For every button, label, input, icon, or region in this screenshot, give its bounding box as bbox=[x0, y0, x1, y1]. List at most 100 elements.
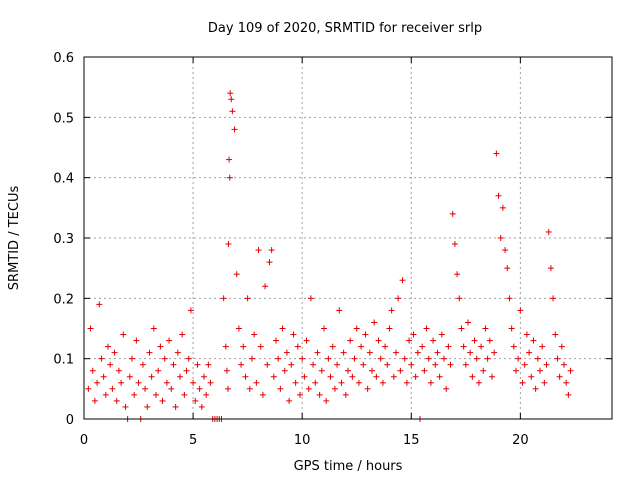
data-point bbox=[567, 367, 574, 374]
data-point bbox=[528, 373, 535, 380]
data-point bbox=[281, 367, 288, 374]
data-point bbox=[369, 367, 375, 374]
data-point bbox=[484, 355, 491, 362]
data-point bbox=[423, 325, 430, 332]
data-point bbox=[244, 295, 251, 302]
data-point bbox=[436, 373, 443, 380]
data-point bbox=[519, 379, 526, 386]
data-point bbox=[270, 373, 277, 380]
data-point bbox=[491, 349, 498, 356]
data-point bbox=[196, 385, 203, 392]
data-point bbox=[314, 349, 321, 356]
x-tick-label: 10 bbox=[294, 433, 311, 448]
data-point bbox=[342, 391, 349, 398]
data-point bbox=[550, 295, 557, 302]
y-tick-label: 0.6 bbox=[53, 51, 74, 66]
data-point bbox=[563, 379, 570, 386]
data-point bbox=[460, 343, 467, 350]
data-point bbox=[89, 367, 96, 374]
data-point bbox=[255, 247, 262, 254]
data-point bbox=[530, 337, 537, 344]
data-point bbox=[94, 379, 101, 386]
data-point bbox=[373, 373, 380, 380]
data-point bbox=[183, 367, 190, 374]
data-point bbox=[495, 192, 502, 199]
data-point bbox=[554, 355, 561, 362]
x-tick-label: 20 bbox=[512, 433, 529, 448]
grid-layer bbox=[84, 57, 612, 419]
data-point bbox=[545, 228, 552, 235]
data-point bbox=[427, 379, 434, 386]
data-point bbox=[235, 325, 242, 332]
data-point bbox=[290, 331, 297, 338]
data-point bbox=[345, 367, 351, 374]
data-point bbox=[386, 325, 393, 332]
data-point bbox=[98, 355, 105, 362]
data-point bbox=[408, 361, 415, 368]
data-point bbox=[279, 325, 286, 332]
data-point bbox=[504, 265, 511, 272]
data-point bbox=[565, 391, 572, 398]
data-point bbox=[251, 331, 258, 338]
y-tick-label: 0.5 bbox=[53, 111, 74, 126]
data-point bbox=[87, 325, 94, 332]
data-point bbox=[118, 379, 125, 386]
data-point bbox=[305, 385, 312, 392]
data-point bbox=[294, 343, 301, 350]
data-point bbox=[205, 361, 212, 368]
data-point bbox=[338, 379, 345, 386]
chart-title: Day 109 of 2020, SRMTID for receiver srl… bbox=[208, 21, 482, 36]
data-point bbox=[469, 373, 476, 380]
data-point bbox=[362, 331, 369, 338]
data-point bbox=[506, 295, 513, 302]
data-point bbox=[471, 337, 478, 344]
scatter-points bbox=[85, 90, 574, 422]
x-axis-label: GPS time / hours bbox=[294, 459, 403, 474]
data-point bbox=[379, 379, 386, 386]
data-point bbox=[517, 307, 524, 314]
data-point bbox=[384, 361, 391, 368]
data-point bbox=[126, 373, 133, 380]
data-point bbox=[432, 361, 439, 368]
y-tick-label: 0.3 bbox=[53, 232, 74, 247]
data-point bbox=[497, 235, 504, 241]
data-point bbox=[166, 337, 173, 344]
data-point bbox=[105, 343, 111, 350]
data-point bbox=[454, 271, 461, 278]
data-point bbox=[401, 355, 408, 362]
data-point bbox=[155, 367, 162, 374]
data-point bbox=[537, 367, 543, 374]
data-point bbox=[502, 247, 509, 254]
data-point bbox=[523, 331, 530, 338]
data-point bbox=[534, 355, 541, 362]
data-point bbox=[268, 247, 275, 254]
data-point bbox=[395, 295, 402, 302]
data-point bbox=[441, 355, 447, 362]
data-point bbox=[478, 343, 485, 350]
data-point bbox=[543, 361, 550, 368]
data-point bbox=[301, 373, 308, 380]
data-point bbox=[174, 349, 181, 356]
data-point bbox=[201, 373, 207, 380]
data-point bbox=[382, 343, 389, 350]
data-point bbox=[168, 385, 175, 392]
data-point bbox=[163, 379, 170, 386]
data-point bbox=[222, 343, 229, 350]
data-point bbox=[445, 343, 452, 350]
data-point bbox=[419, 343, 426, 350]
data-point bbox=[390, 373, 397, 380]
data-point bbox=[159, 397, 166, 404]
data-point bbox=[434, 349, 441, 356]
data-point bbox=[331, 385, 338, 392]
data-point bbox=[157, 343, 164, 350]
data-point bbox=[508, 325, 515, 332]
data-point bbox=[122, 403, 129, 410]
data-point bbox=[286, 397, 293, 404]
data-point bbox=[266, 259, 273, 266]
plot-frame bbox=[83, 56, 613, 420]
data-point bbox=[238, 361, 245, 368]
data-point bbox=[264, 361, 271, 368]
data-point bbox=[321, 325, 327, 332]
data-point bbox=[228, 96, 235, 103]
